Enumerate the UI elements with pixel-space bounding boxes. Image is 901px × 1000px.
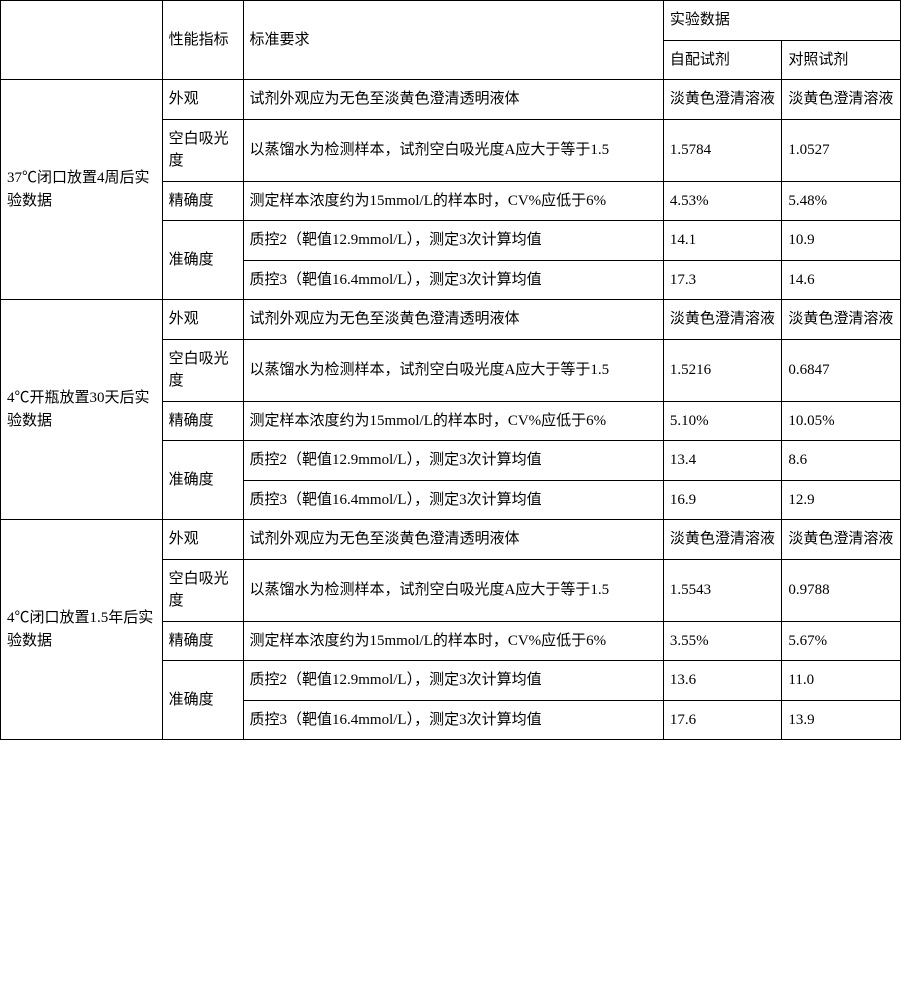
- table-row: 37℃闭口放置4周后实验数据 外观 试剂外观应为无色至淡黄色澄清透明液体 淡黄色…: [1, 80, 901, 120]
- value-cell: 10.05%: [782, 401, 901, 441]
- value-cell: 淡黄色澄清溶液: [782, 300, 901, 340]
- indicator-cell: 准确度: [162, 441, 243, 520]
- experiment-data-table: 性能指标 标准要求 实验数据 自配试剂 对照试剂 37℃闭口放置4周后实验数据 …: [0, 0, 901, 740]
- value-cell: 3.55%: [663, 621, 782, 661]
- req-cell: 试剂外观应为无色至淡黄色澄清透明液体: [243, 80, 663, 120]
- req-cell: 以蒸馏水为检测样本，试剂空白吸光度A应大于等于1.5: [243, 559, 663, 621]
- req-cell: 测定样本浓度约为15mmol/L的样本时，CV%应低于6%: [243, 181, 663, 221]
- indicator-cell: 精确度: [162, 401, 243, 441]
- header-standard: 标准要求: [243, 1, 663, 80]
- value-cell: 17.3: [663, 260, 782, 300]
- group-title: 4℃闭口放置1.5年后实验数据: [1, 520, 163, 740]
- indicator-cell: 准确度: [162, 661, 243, 740]
- value-cell: 4.53%: [663, 181, 782, 221]
- req-cell: 质控2（靶值12.9mmol/L），测定3次计算均值: [243, 221, 663, 261]
- indicator-cell: 准确度: [162, 221, 243, 300]
- indicator-cell: 空白吸光度: [162, 339, 243, 401]
- req-cell: 试剂外观应为无色至淡黄色澄清透明液体: [243, 520, 663, 560]
- value-cell: 1.0527: [782, 119, 901, 181]
- value-cell: 1.5543: [663, 559, 782, 621]
- req-cell: 以蒸馏水为检测样本，试剂空白吸光度A应大于等于1.5: [243, 339, 663, 401]
- value-cell: 13.4: [663, 441, 782, 481]
- indicator-cell: 空白吸光度: [162, 559, 243, 621]
- value-cell: 12.9: [782, 480, 901, 520]
- value-cell: 16.9: [663, 480, 782, 520]
- value-cell: 8.6: [782, 441, 901, 481]
- group-title: 4℃开瓶放置30天后实验数据: [1, 300, 163, 520]
- header-self-reagent: 自配试剂: [663, 40, 782, 80]
- header-expdata: 实验数据: [663, 1, 900, 41]
- value-cell: 淡黄色澄清溶液: [782, 520, 901, 560]
- indicator-cell: 外观: [162, 80, 243, 120]
- value-cell: 1.5784: [663, 119, 782, 181]
- req-cell: 以蒸馏水为检测样本，试剂空白吸光度A应大于等于1.5: [243, 119, 663, 181]
- value-cell: 0.9788: [782, 559, 901, 621]
- value-cell: 11.0: [782, 661, 901, 701]
- value-cell: 13.9: [782, 700, 901, 740]
- indicator-cell: 空白吸光度: [162, 119, 243, 181]
- header-indicator: 性能指标: [162, 1, 243, 80]
- value-cell: 淡黄色澄清溶液: [663, 300, 782, 340]
- value-cell: 5.10%: [663, 401, 782, 441]
- header-blank: [1, 1, 163, 80]
- value-cell: 17.6: [663, 700, 782, 740]
- value-cell: 0.6847: [782, 339, 901, 401]
- indicator-cell: 精确度: [162, 181, 243, 221]
- table-row: 4℃开瓶放置30天后实验数据 外观 试剂外观应为无色至淡黄色澄清透明液体 淡黄色…: [1, 300, 901, 340]
- value-cell: 淡黄色澄清溶液: [663, 520, 782, 560]
- indicator-cell: 外观: [162, 300, 243, 340]
- value-cell: 淡黄色澄清溶液: [663, 80, 782, 120]
- indicator-cell: 精确度: [162, 621, 243, 661]
- req-cell: 质控2（靶值12.9mmol/L），测定3次计算均值: [243, 441, 663, 481]
- header-control-reagent: 对照试剂: [782, 40, 901, 80]
- req-cell: 试剂外观应为无色至淡黄色澄清透明液体: [243, 300, 663, 340]
- value-cell: 13.6: [663, 661, 782, 701]
- req-cell: 质控2（靶值12.9mmol/L），测定3次计算均值: [243, 661, 663, 701]
- value-cell: 5.67%: [782, 621, 901, 661]
- table-row: 4℃闭口放置1.5年后实验数据 外观 试剂外观应为无色至淡黄色澄清透明液体 淡黄…: [1, 520, 901, 560]
- req-cell: 质控3（靶值16.4mmol/L），测定3次计算均值: [243, 700, 663, 740]
- req-cell: 测定样本浓度约为15mmol/L的样本时，CV%应低于6%: [243, 621, 663, 661]
- value-cell: 5.48%: [782, 181, 901, 221]
- table-header-row: 性能指标 标准要求 实验数据: [1, 1, 901, 41]
- value-cell: 14.6: [782, 260, 901, 300]
- value-cell: 淡黄色澄清溶液: [782, 80, 901, 120]
- value-cell: 10.9: [782, 221, 901, 261]
- value-cell: 1.5216: [663, 339, 782, 401]
- indicator-cell: 外观: [162, 520, 243, 560]
- req-cell: 测定样本浓度约为15mmol/L的样本时，CV%应低于6%: [243, 401, 663, 441]
- req-cell: 质控3（靶值16.4mmol/L），测定3次计算均值: [243, 260, 663, 300]
- group-title: 37℃闭口放置4周后实验数据: [1, 80, 163, 300]
- value-cell: 14.1: [663, 221, 782, 261]
- req-cell: 质控3（靶值16.4mmol/L），测定3次计算均值: [243, 480, 663, 520]
